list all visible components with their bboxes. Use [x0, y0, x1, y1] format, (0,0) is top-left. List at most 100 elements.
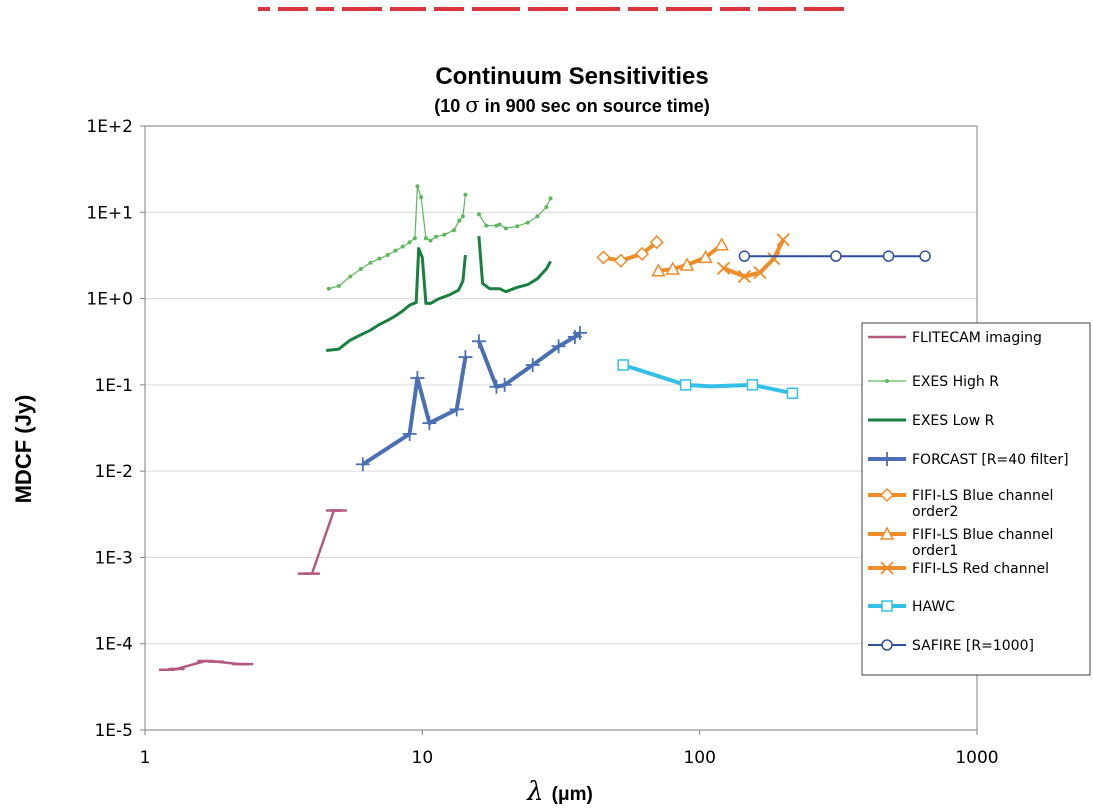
banner-fragment	[666, 7, 712, 11]
data-point	[400, 244, 405, 249]
y-tick-label: 1E+2	[86, 117, 133, 137]
data-point	[458, 350, 473, 365]
data-point	[355, 457, 370, 472]
data-point	[494, 223, 499, 228]
series-line	[603, 240, 658, 263]
data-point	[503, 226, 508, 231]
legend-marker	[880, 561, 894, 575]
legend-label: order1	[912, 543, 958, 559]
data-point	[776, 233, 790, 247]
legend-marker	[879, 487, 895, 503]
y-axis-label: MDCF (Jy)	[11, 395, 36, 504]
banner-fragment	[758, 7, 796, 11]
legend-item: FIFI-LS Red channel	[868, 561, 1049, 577]
legend-item: FORCAST [R=40 filter]	[868, 452, 1069, 468]
y-tick-label: 1E+1	[86, 203, 133, 223]
y-tick-label: 1E-3	[94, 548, 133, 568]
data-point	[497, 377, 512, 392]
banner-fragment	[576, 7, 620, 11]
banner-fragment	[258, 7, 270, 11]
data-point	[746, 379, 759, 391]
x-axis-ticks: 1 10 100 1000	[140, 730, 999, 768]
data-point	[679, 257, 695, 271]
data-point	[830, 250, 842, 262]
banner-fragment	[434, 7, 464, 11]
legend-item: SAFIRE [R=1000]	[868, 638, 1034, 654]
data-point	[497, 222, 502, 227]
data-point	[572, 325, 587, 340]
data-point	[412, 236, 417, 241]
data-point	[460, 214, 465, 219]
data-point	[489, 379, 504, 394]
data-point	[348, 274, 353, 279]
legend-label: HAWC	[912, 599, 955, 615]
data-point	[415, 184, 420, 189]
banner-fragment	[804, 7, 844, 11]
legend-label: EXES Low R	[912, 413, 995, 429]
data-point	[651, 263, 666, 277]
data-point	[358, 267, 363, 272]
series-fifi-ls-blue-channel-order2	[596, 235, 664, 268]
series-line	[477, 235, 552, 294]
y-axis-ticks: 1E+2 1E+1 1E+0 1E-1 1E-2 1E-3 1E-4 1E-5	[86, 117, 145, 741]
series-line	[478, 198, 552, 229]
legend-marker	[881, 639, 893, 651]
y-tick-label: 1E-4	[94, 635, 133, 655]
series-fifi-ls-blue-channel-order1	[651, 237, 729, 277]
data-point	[716, 261, 731, 275]
data-point	[738, 250, 751, 262]
x-tick-label: 1	[140, 748, 151, 768]
data-point	[551, 339, 566, 354]
data-point	[767, 252, 781, 266]
x-axis-label: λ (μm)	[526, 777, 593, 807]
legend-box	[861, 322, 1091, 676]
data-point	[679, 379, 692, 391]
data-point	[617, 359, 629, 371]
y-tick-label: 1E+0	[86, 290, 133, 310]
data-point	[433, 234, 438, 239]
data-point	[449, 402, 464, 417]
data-point	[377, 256, 382, 261]
sigma-symbol: σ	[465, 93, 479, 117]
data-point	[515, 224, 520, 229]
series-hawc	[617, 359, 799, 399]
banner-fragment	[316, 7, 334, 11]
series-flitecam-imaging	[158, 509, 347, 671]
data-point	[393, 248, 398, 253]
data-point	[419, 195, 424, 200]
banner-fragment	[390, 7, 426, 11]
data-point	[385, 252, 390, 257]
series-exes-high-r	[326, 184, 553, 291]
data-point	[596, 250, 611, 265]
legend-label: FLITECAM imaging	[912, 330, 1042, 346]
data-point	[423, 236, 428, 241]
data-point	[525, 357, 540, 372]
legend-marker	[880, 452, 894, 466]
x-tick-label: 10	[412, 748, 434, 768]
chart-subtitle: (10 σ in 900 sec on source time)	[434, 93, 709, 117]
y-tick-label: 1E-5	[94, 721, 133, 741]
data-point	[613, 253, 628, 268]
legend-item: FLITECAM imaging	[868, 330, 1042, 346]
data-point	[451, 228, 456, 233]
data-point	[535, 214, 540, 219]
banner-fragment	[342, 7, 382, 11]
data-point	[407, 240, 412, 245]
banner-fragment	[628, 7, 658, 11]
series-safire-r-1000	[738, 250, 931, 262]
series-exes-low-r	[326, 235, 552, 352]
series-line	[326, 247, 467, 352]
legend-label: FIFI-LS Blue channel	[912, 527, 1053, 543]
data-point	[326, 286, 331, 291]
legend-label: FORCAST [R=40 filter]	[912, 452, 1069, 468]
data-point	[471, 334, 486, 349]
data-point	[665, 261, 681, 275]
legend-label: FIFI-LS Blue channel	[912, 488, 1053, 504]
series-layer	[158, 184, 931, 671]
legend-label: order2	[912, 504, 958, 520]
legend-item: EXES Low R	[868, 413, 995, 429]
data-point	[457, 218, 462, 223]
lambda-symbol: λ	[526, 777, 543, 807]
